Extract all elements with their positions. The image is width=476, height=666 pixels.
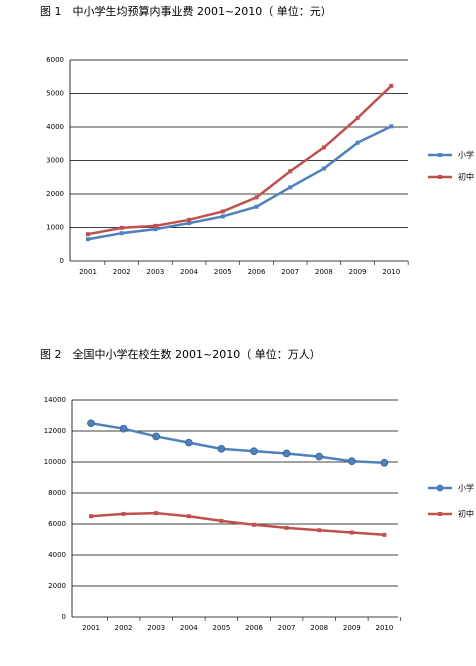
point [220,214,225,219]
series-line [87,84,393,236]
y-tick-label: 2000 [46,190,64,198]
x-tick-label: 2007 [278,624,296,632]
x-tick-label: 2001 [79,268,97,276]
point [288,169,293,174]
x-tick-label: 2009 [349,268,367,276]
series-line [87,125,392,241]
point [220,209,225,214]
x-tick-label: 2004 [180,624,198,632]
x-tick-label: 2001 [82,624,100,632]
x-tick-label: 2008 [315,268,333,276]
x-tick-label: 2005 [212,624,230,632]
point [389,83,394,88]
y-tick-label: 10000 [44,458,66,466]
x-tick-label: 2002 [115,624,133,632]
y-tick-label: 12000 [44,427,66,435]
point [250,447,258,455]
point [288,185,293,190]
y-tick-label: 0 [60,257,64,265]
legend-label: 初中 [458,172,474,182]
point [315,452,324,461]
x-tick-label: 2005 [214,268,232,276]
x-tick-label: 2004 [180,268,198,276]
y-tick-label: 2000 [48,582,66,590]
point [355,115,360,120]
y-tick-label: 5000 [46,90,64,98]
point [254,204,259,209]
point [347,457,356,466]
x-tick-label: 2006 [248,268,266,276]
point [254,195,259,200]
y-tick-label: 14000 [44,396,66,404]
y-tick-label: 4000 [48,551,66,559]
y-tick-label: 6000 [48,520,66,528]
point [119,225,124,230]
y-tick-label: 6000 [46,56,64,64]
point [89,514,93,519]
point [321,166,326,171]
legend-label: 小学 [458,150,474,160]
point [317,528,322,533]
legend-label: 初中 [458,509,474,519]
point [217,445,226,453]
point [321,145,326,150]
y-tick-label: 8000 [48,489,66,497]
point [382,532,387,537]
point [186,514,191,519]
point [252,522,256,527]
y-tick-label: 1000 [46,224,64,232]
point [152,432,160,441]
x-tick-label: 2003 [146,268,164,276]
point [349,530,354,535]
point [187,221,192,226]
series-line [90,511,385,537]
x-tick-label: 2010 [382,268,400,276]
point [154,511,159,516]
point [284,525,289,530]
chart-title: 图 1 中小学生均预算内事业费 2001~2010（ 单位：元） [40,4,332,18]
legend-marker [436,484,444,492]
x-tick-label: 2002 [113,268,131,276]
x-tick-label: 2006 [245,624,263,632]
point [87,419,95,428]
point [380,458,389,467]
legend-marker [438,175,442,179]
point [282,449,291,458]
y-tick-label: 3000 [46,157,64,165]
x-tick-label: 2007 [281,268,299,276]
y-tick-label: 0 [62,613,66,621]
point [185,438,193,447]
point [121,511,126,516]
point [119,231,124,236]
x-tick-label: 2009 [343,624,361,632]
point [153,227,158,232]
point [355,140,360,145]
point [153,223,158,228]
point [86,237,90,242]
point [187,217,192,222]
x-tick-label: 2003 [147,624,165,632]
x-tick-label: 2008 [310,624,328,632]
point [219,518,224,523]
chart-title: 图 2 全国中小学在校生数 2001~2010（ 单位：万人） [40,347,321,361]
point [119,424,128,433]
y-tick-label: 4000 [46,123,64,131]
legend-label: 小学 [458,483,474,493]
point [86,232,90,237]
x-tick-label: 2010 [375,624,393,632]
legend-marker [438,512,442,516]
point [389,124,394,129]
series-line [90,422,385,465]
legend-marker [438,153,442,157]
